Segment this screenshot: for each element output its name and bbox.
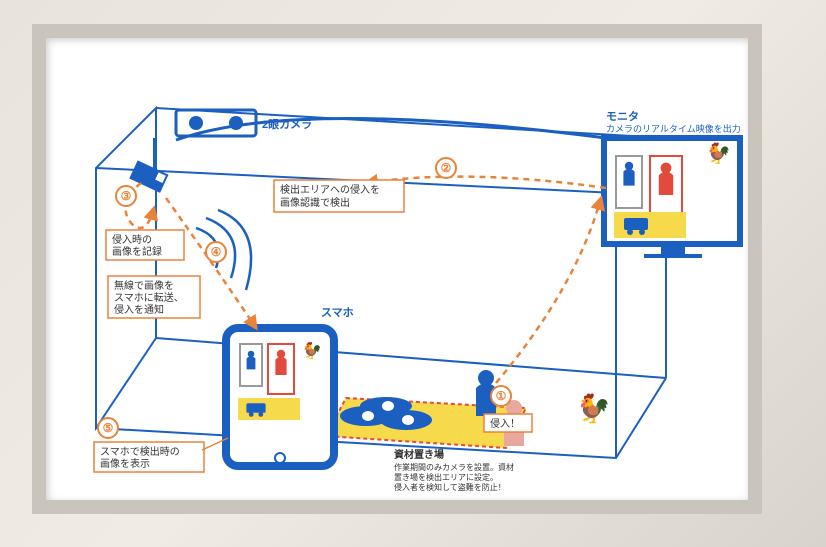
svg-text:③: ③: [121, 189, 132, 203]
svg-text:侵入時の: 侵入時の: [112, 234, 152, 246]
svg-text:スマホ: スマホ: [321, 306, 354, 319]
svg-text:侵入を通知: 侵入を通知: [114, 303, 164, 316]
svg-text:置き場を検出エリアに設定。: 置き場を検出エリアに設定。: [394, 472, 498, 482]
step-5: ⑤ スマホで検出時の 画像を表示: [94, 418, 228, 472]
chicken-icon: 🐓: [576, 392, 611, 425]
svg-text:侵入！: 侵入！: [490, 418, 520, 430]
svg-text:侵入者を検知して盗難を防止！: 侵入者を検知して盗難を防止！: [394, 482, 506, 492]
svg-text:資材置き場: 資材置き場: [394, 448, 444, 461]
system-diagram: 2眼カメラ モニタ カメラのリアルタイム映像を出力 🐓: [46, 38, 748, 500]
storage-caption: 資材置き場 作業期間のみカメラを設置。資材 置き場を検出エリアに設定。 侵入者を…: [394, 448, 514, 492]
svg-text:検出エリアへの侵入を: 検出エリアへの侵入を: [280, 183, 380, 196]
camera-mounted: [129, 138, 168, 193]
svg-text:スマホで検出時の: スマホで検出時の: [100, 445, 180, 458]
svg-text:①: ①: [496, 389, 507, 403]
svg-text:🐓: 🐓: [706, 141, 731, 165]
svg-text:②: ②: [441, 161, 452, 175]
step-3: ③ 侵入時の 画像を記録: [106, 186, 184, 260]
smartphone: スマホ 🐓: [226, 306, 354, 466]
monitor: モニタ カメラのリアルタイム映像を出力 🐓: [604, 110, 741, 258]
storage-area: 🐓: [326, 370, 611, 448]
svg-text:カメラのリアルタイム映像を出力: カメラのリアルタイム映像を出力: [606, 123, 741, 134]
svg-text:⑤: ⑤: [103, 421, 114, 435]
svg-text:スマホに転送、: スマホに転送、: [114, 291, 184, 304]
svg-text:画像を記録: 画像を記録: [112, 245, 162, 258]
svg-text:🐓: 🐓: [302, 341, 322, 360]
svg-text:画像を表示: 画像を表示: [100, 457, 150, 470]
svg-text:作業期間のみカメラを設置。資材: 作業期間のみカメラを設置。資材: [394, 462, 514, 472]
svg-text:④: ④: [211, 245, 222, 259]
svg-text:画像認識で検出: 画像認識で検出: [280, 196, 350, 209]
step-2: ② 検出エリアへの侵入を 画像認識で検出: [274, 158, 456, 212]
svg-text:無線で画像を: 無線で画像を: [114, 279, 174, 292]
svg-text:モニタ: モニタ: [606, 110, 639, 123]
poster-frame: 2眼カメラ モニタ カメラのリアルタイム映像を出力 🐓: [32, 24, 762, 514]
